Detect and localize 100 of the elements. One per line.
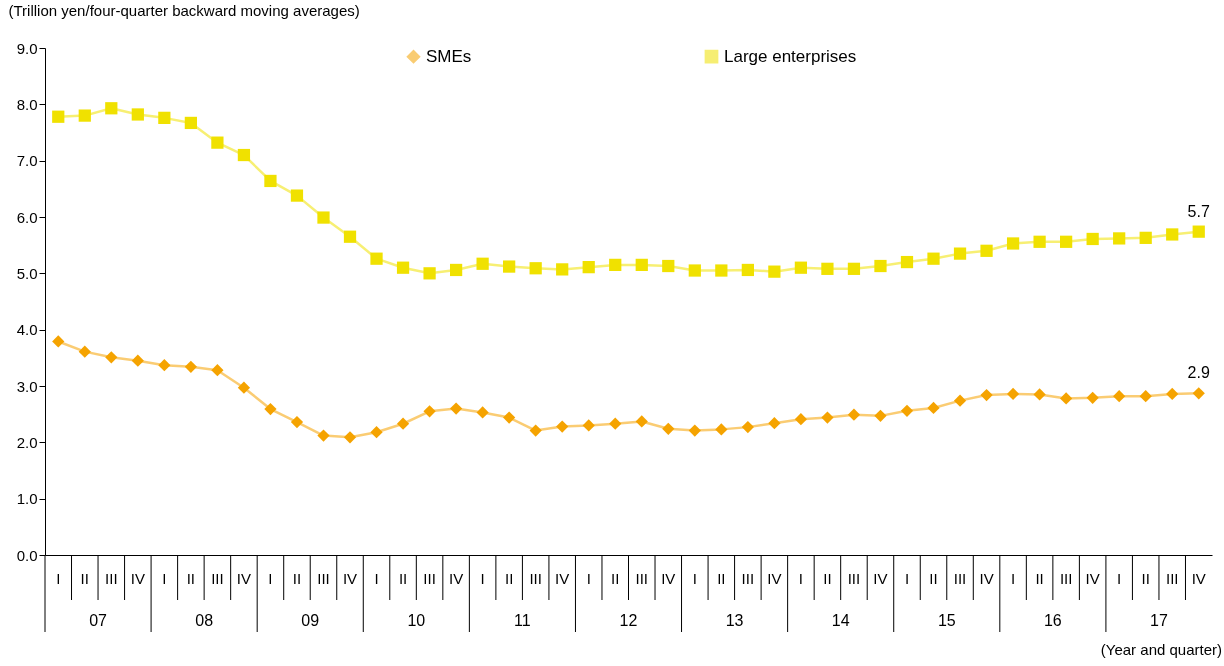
point [741,263,754,277]
point [1166,228,1179,241]
point [582,419,595,432]
point [900,255,914,269]
x-tick-label: II [717,570,726,587]
y-tick-label: 7.0 [16,152,38,170]
x-tick-label: I [56,570,61,587]
point [370,426,383,439]
point [396,417,410,430]
x-tick-label: I [798,570,803,587]
point [184,360,197,373]
x-tick-label: II [1141,570,1150,587]
point [131,108,144,121]
point [449,263,463,277]
legend-label: SMEs [426,46,472,66]
x-tick-label: II [398,570,408,587]
point [847,262,861,275]
point [476,257,489,270]
point [1060,392,1073,405]
point [741,421,754,434]
y-tick-label: 4.0 [16,321,38,339]
point [635,258,648,272]
point [662,259,675,273]
point [1192,225,1205,238]
point [821,262,834,275]
point [78,345,91,358]
point [953,394,967,407]
x-tick-label: II [823,570,832,587]
x-tick-label: I [1010,570,1016,587]
x-tick-label: III [317,570,330,587]
point [635,415,648,428]
point [874,409,887,422]
x-tick-label: II [504,570,514,587]
point [1086,391,1099,404]
text: 09 [301,612,320,629]
x-tick-label: I [480,570,485,587]
point [688,264,701,277]
point [343,431,357,444]
point [662,422,675,435]
point [874,259,887,273]
x-tick-label: III [105,570,118,587]
x-tick-label: IV [1191,570,1206,587]
point [290,415,304,429]
y-tick-label: 1.0 [16,490,38,508]
point [449,402,463,415]
x-tick-label: II [80,570,89,587]
text: 14 [831,612,850,629]
point [237,381,251,394]
point [953,247,967,260]
point [582,261,595,274]
point [105,102,118,115]
x-tick-label: II [292,570,302,587]
x-tick-label: II [929,570,938,587]
x-tick-label: III [1059,570,1073,587]
legend-label: Large enterprises [724,46,857,66]
x-tick-label: IV [1085,570,1100,587]
point [158,111,171,124]
text: 10 [407,612,426,629]
x-tick-label: II [611,570,620,587]
x-tick-label: III [1165,570,1179,587]
point [396,261,410,274]
text: 17 [1150,612,1168,629]
point [1139,390,1152,403]
point [688,424,701,437]
point [211,364,224,377]
y-tick-label: 8.0 [16,95,38,113]
x-tick-label: III [741,570,755,587]
x-tick-label: I [692,570,697,587]
data-label: 2.9 [1187,364,1210,382]
point [1006,387,1020,401]
point [927,401,940,415]
x-tick-label: III [847,570,861,587]
point [503,260,516,273]
point [1086,232,1099,246]
data-label: 5.7 [1187,202,1210,220]
x-tick-label: II [186,570,196,587]
point [1113,390,1126,403]
x-tick-label: IV [767,570,782,587]
x-tick-label: IV [979,570,994,587]
x-tick-label: III [529,570,542,587]
x-tick-label: I [268,570,273,587]
point [556,263,569,276]
point [1166,387,1179,401]
point [131,354,144,367]
point [900,404,914,417]
text: 12 [619,612,638,629]
point [264,174,277,188]
x-tick-label: IV [661,570,676,587]
x-tick-label: IV [449,570,464,587]
point [184,116,197,130]
x-tick-label: III [953,570,967,587]
x-tick-label: III [423,570,436,587]
point [237,148,251,162]
x-tick-label: I [586,570,591,587]
x-tick-label: IV [873,570,888,587]
x-tick-label: III [635,570,649,587]
point [105,351,118,364]
point [1139,231,1152,244]
point [1192,387,1205,400]
x-tick-label: IV [130,570,145,587]
